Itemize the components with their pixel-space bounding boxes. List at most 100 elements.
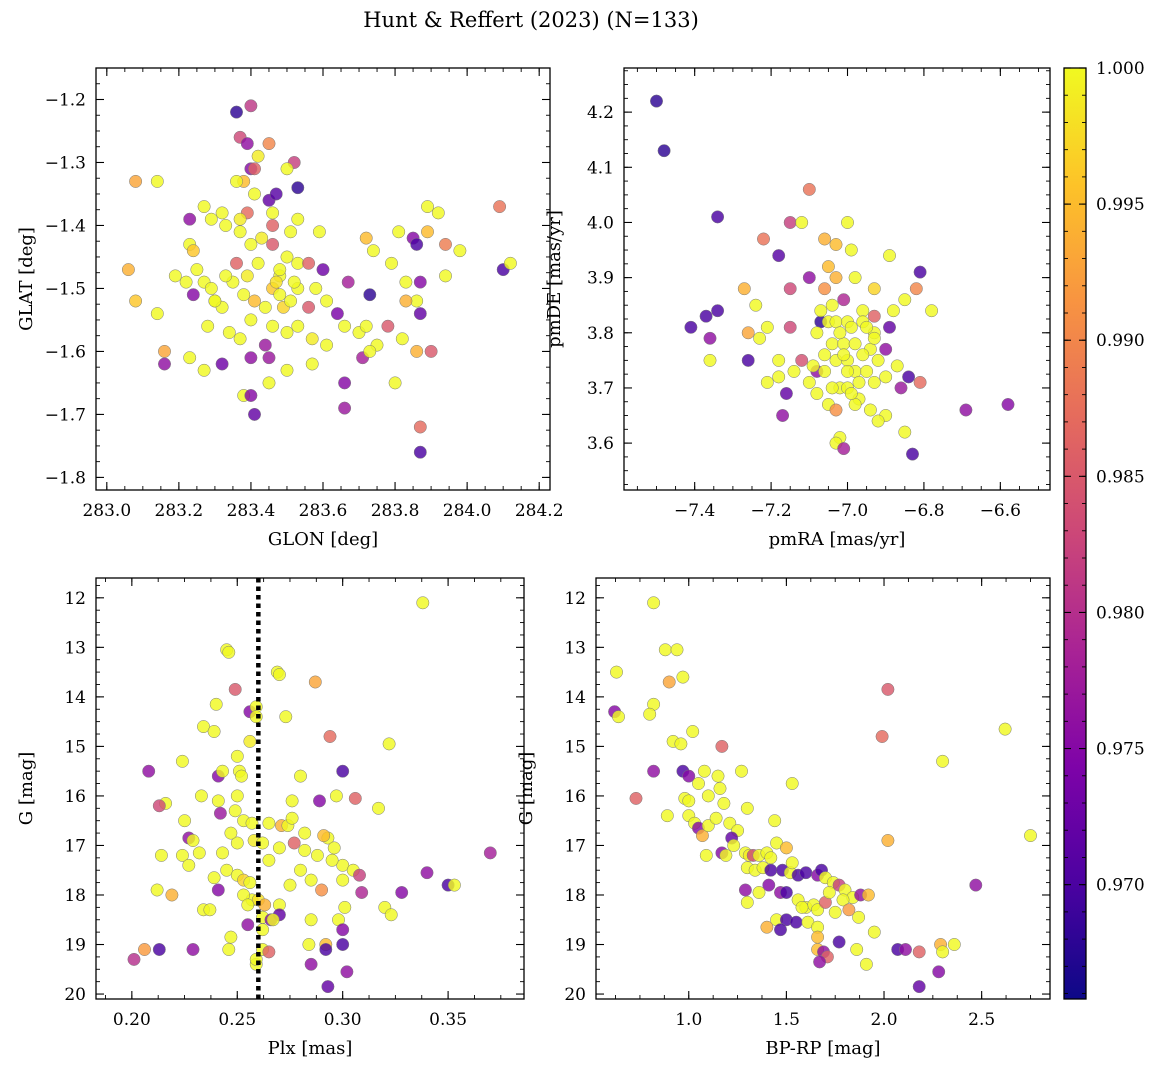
data-point	[413, 445, 427, 459]
data-point	[799, 866, 813, 880]
data-point	[266, 913, 280, 927]
data-point	[825, 337, 839, 351]
data-point	[224, 826, 238, 840]
data-point	[233, 225, 247, 239]
data-point	[899, 943, 912, 956]
data-point	[852, 375, 866, 389]
data-point	[186, 288, 200, 302]
data-point	[208, 294, 222, 308]
data-point	[703, 353, 717, 367]
data-point	[224, 930, 238, 944]
data-point	[280, 363, 294, 377]
data-point	[262, 816, 276, 830]
data-point	[715, 739, 729, 753]
data-point	[701, 789, 715, 803]
data-point	[828, 905, 842, 919]
data-point	[244, 351, 258, 365]
data-point	[266, 237, 280, 251]
data-point	[682, 794, 696, 808]
x-tick-label: −7.4	[674, 501, 715, 521]
y-tick-label: 4.1	[587, 158, 614, 178]
data-point	[413, 275, 427, 289]
y-tick-label: −1.7	[45, 405, 86, 425]
data-point	[203, 903, 217, 917]
data-point	[338, 900, 352, 914]
data-point	[262, 853, 276, 867]
data-point	[883, 249, 896, 263]
data-point	[219, 219, 233, 232]
data-point	[699, 848, 713, 862]
data-point	[612, 710, 625, 724]
y-tick-label: 18	[64, 886, 86, 906]
y-tick-label: 17	[564, 836, 586, 856]
data-point	[273, 288, 287, 302]
data-point	[829, 238, 843, 251]
data-point	[829, 271, 843, 285]
data-point	[287, 275, 301, 289]
data-point	[811, 930, 825, 944]
data-point	[251, 149, 265, 163]
data-point	[150, 307, 164, 321]
data-point	[483, 846, 497, 860]
data-point	[674, 737, 688, 751]
y-tick-label: 19	[64, 936, 86, 956]
data-point	[898, 425, 912, 439]
data-point	[779, 841, 793, 855]
data-point	[711, 304, 725, 318]
data-point	[272, 668, 286, 682]
data-point	[936, 754, 950, 768]
data-point	[298, 843, 312, 857]
data-point	[883, 320, 896, 334]
data-point	[197, 363, 211, 377]
data-point	[969, 878, 983, 892]
data-point	[881, 834, 895, 847]
data-point	[795, 353, 809, 367]
data-point	[336, 923, 350, 937]
data-point	[836, 893, 850, 907]
data-point	[353, 868, 366, 882]
data-point	[802, 375, 816, 389]
data-point	[670, 643, 684, 657]
data-point	[658, 643, 672, 657]
data-point	[913, 375, 927, 389]
data-point	[863, 403, 877, 417]
y-axis-label: pmDE [mas/yr]	[544, 210, 565, 348]
colorbar-tick-label: 0.975	[1096, 740, 1145, 760]
data-point	[298, 826, 312, 840]
data-point	[879, 370, 893, 384]
data-point	[245, 816, 259, 830]
data-point	[280, 250, 294, 264]
data-point	[913, 265, 927, 279]
data-point	[774, 923, 787, 937]
data-point	[190, 263, 204, 277]
data-point	[201, 319, 215, 333]
colorbar-tick-label: 0.990	[1096, 331, 1145, 351]
data-point	[269, 275, 283, 289]
data-point	[802, 182, 816, 196]
data-point	[772, 370, 786, 384]
data-point	[875, 730, 889, 743]
x-axis-label: BP-RP [mag]	[765, 1038, 880, 1059]
data-point	[413, 420, 427, 434]
data-point	[230, 789, 244, 803]
data-point	[197, 200, 211, 214]
data-point	[842, 903, 856, 917]
x-tick-label: −7.2	[750, 501, 791, 521]
data-point	[313, 794, 326, 808]
y-tick-label: 15	[64, 737, 86, 757]
data-point	[783, 320, 797, 334]
data-point	[310, 848, 324, 862]
data-point	[629, 791, 643, 805]
data-point	[182, 858, 196, 872]
data-point	[285, 794, 299, 808]
data-point	[410, 344, 424, 358]
data-point	[192, 846, 206, 860]
data-point	[255, 231, 269, 245]
data-point	[320, 294, 334, 308]
data-point	[294, 863, 307, 877]
data-point	[662, 675, 676, 689]
data-point	[319, 943, 333, 956]
data-point	[727, 839, 741, 852]
data-point	[152, 799, 166, 813]
data-point	[711, 210, 725, 224]
